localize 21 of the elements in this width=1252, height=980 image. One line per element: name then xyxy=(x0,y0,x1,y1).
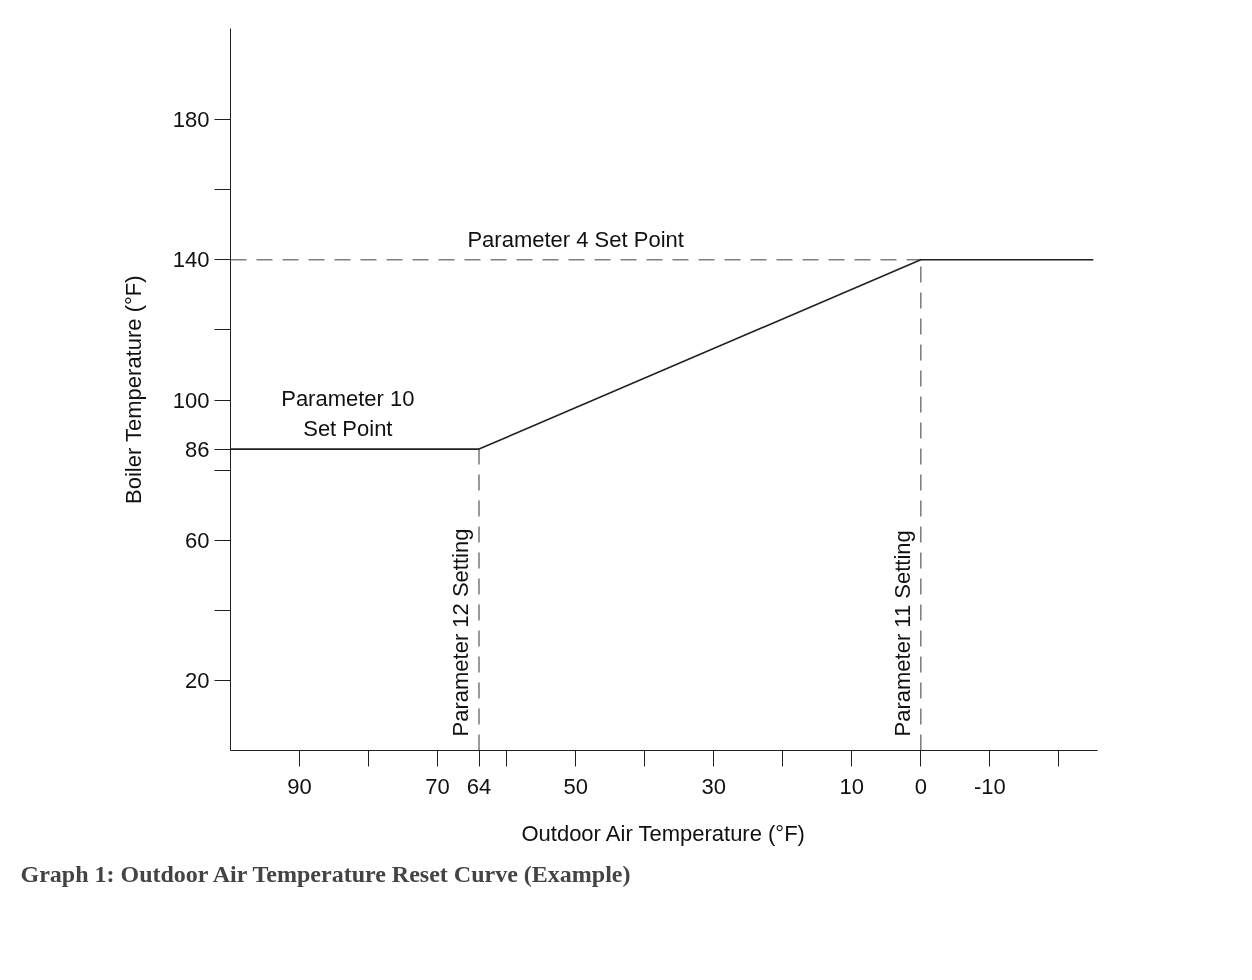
y-tick-label: 140 xyxy=(172,247,210,273)
y-tick-label: 100 xyxy=(172,387,210,413)
annotation: Parameter 11 Setting xyxy=(889,530,915,737)
x-tick-label: 30 xyxy=(701,773,726,799)
annotation: Parameter 12 Setting xyxy=(448,528,473,737)
y-axis-title: Boiler Temperature (°F) xyxy=(120,275,146,504)
y-tick-label: 60 xyxy=(185,527,210,553)
x-tick-label: 64 xyxy=(466,773,492,799)
x-tick-label: 0 xyxy=(914,773,927,799)
x-axis-title: Outdoor Air Temperature (°F) xyxy=(521,820,805,846)
text: Graph 1: Outdoor Air Temperature Reset Curve (Example) xyxy=(20,860,631,887)
x-tick-label: 50 xyxy=(563,773,588,799)
annotation: Parameter 4 Set Point xyxy=(467,226,684,252)
x-tick-label: 70 xyxy=(425,773,450,799)
annotation: Parameter 10 Set Point xyxy=(281,386,415,442)
x-tick-label: 90 xyxy=(287,773,312,799)
x-tick-label: 10 xyxy=(839,773,865,799)
y-tick-label: 180 xyxy=(172,107,210,133)
y-tick-label: 86 xyxy=(185,436,210,462)
y-tick-label: 20 xyxy=(185,667,210,693)
x-tick-label: -10 xyxy=(973,773,1006,799)
